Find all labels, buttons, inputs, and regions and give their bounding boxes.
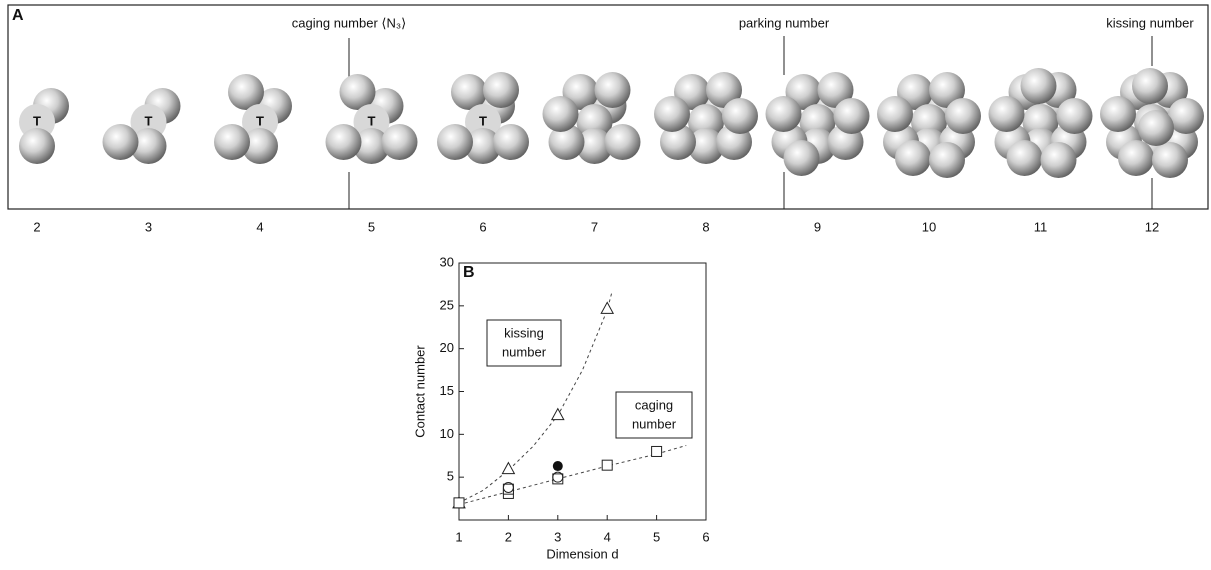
x-tick-label: 2 (505, 529, 512, 544)
sphere (1007, 140, 1043, 176)
sphere (1021, 68, 1057, 104)
count-label: 6 (479, 219, 486, 234)
count-label: 4 (256, 219, 263, 234)
annotation: parking number (739, 15, 830, 30)
sphere (103, 124, 139, 160)
sphere (1057, 98, 1093, 134)
sphere (722, 98, 758, 134)
center-label: T (368, 113, 376, 128)
sphere (437, 124, 473, 160)
panel-label: A (12, 7, 24, 24)
sphere (784, 140, 820, 176)
sphere (989, 96, 1025, 132)
panel-label: B (463, 264, 475, 281)
annotation: number (632, 416, 677, 431)
sphere (1138, 110, 1174, 146)
x-tick-label: 5 (653, 529, 660, 544)
sphere (19, 128, 55, 164)
center-label: T (33, 113, 41, 128)
annotation: kissing (504, 325, 544, 340)
center-label: T (145, 113, 153, 128)
x-axis-label: Dimension d (546, 546, 618, 561)
sphere (766, 96, 802, 132)
sphere (654, 96, 690, 132)
sphere (1041, 142, 1077, 178)
annotation: caging number ⟨N₃⟩ (292, 15, 406, 30)
count-label: 2 (33, 219, 40, 234)
x-tick-label: 4 (604, 529, 611, 544)
count-label: 12 (1145, 219, 1159, 234)
y-tick-label: 25 (440, 297, 454, 312)
y-tick-label: 10 (440, 426, 454, 441)
triangle-marker (552, 409, 564, 420)
count-label: 5 (368, 219, 375, 234)
sphere (483, 72, 519, 108)
chart: B 5 10 15 20 25 30 1 2 3 4 5 6 Dimension d Contact num… (412, 254, 709, 561)
sphere (877, 96, 913, 132)
y-axis-label: Contact number (412, 345, 427, 438)
sphere (1152, 142, 1188, 178)
y-tick-label: 15 (440, 383, 454, 398)
sphere (1118, 140, 1154, 176)
figure: A caging number ⟨N₃⟩ parking number kiss… (0, 0, 1211, 565)
sphere (895, 140, 931, 176)
filled-circle-marker (553, 461, 563, 471)
sphere (945, 98, 981, 134)
sphere (1132, 68, 1168, 104)
sphere (382, 124, 418, 160)
sphere (543, 96, 579, 132)
sphere (605, 124, 641, 160)
count-label: 8 (702, 219, 709, 234)
sphere (326, 124, 362, 160)
square-marker (652, 446, 662, 456)
count-label: 9 (814, 219, 821, 234)
y-tick-label: 20 (440, 340, 454, 355)
count-label: 11 (1034, 219, 1048, 234)
x-tick-label: 1 (455, 529, 462, 544)
count-label: 7 (591, 219, 598, 234)
triangle-marker (502, 463, 514, 474)
annotation: caging (635, 397, 673, 412)
center-label: T (479, 113, 487, 128)
sphere (929, 142, 965, 178)
count-label: 10 (922, 219, 936, 234)
square-marker (454, 498, 464, 508)
y-tick-label: 30 (440, 254, 454, 269)
center-label: T (256, 113, 264, 128)
sphere (214, 124, 250, 160)
annotation: number (502, 344, 547, 359)
sphere (834, 98, 870, 134)
sphere (595, 72, 631, 108)
annotation: kissing number (1106, 15, 1194, 30)
y-tick-label: 5 (447, 469, 454, 484)
triangle-marker (601, 302, 613, 313)
x-tick-label: 3 (554, 529, 561, 544)
sphere (493, 124, 529, 160)
square-marker (602, 460, 612, 470)
sphere (1100, 96, 1136, 132)
x-tick-label: 6 (702, 529, 709, 544)
count-label: 3 (145, 219, 152, 234)
